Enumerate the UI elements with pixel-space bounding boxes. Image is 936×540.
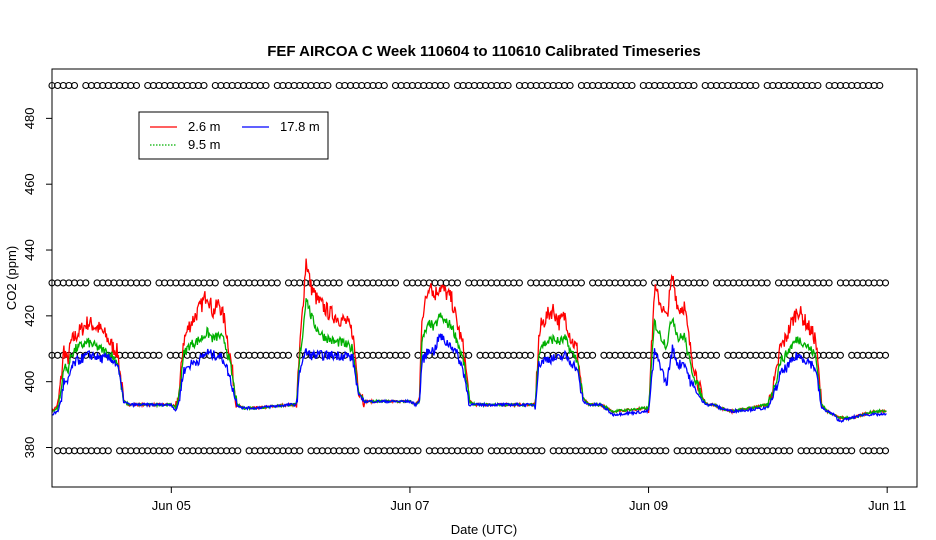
reference-marker <box>155 351 163 359</box>
legend-label-2: 9.5 m <box>188 137 221 152</box>
reference-marker <box>859 447 867 455</box>
reference-row-408 <box>48 351 890 359</box>
plot-area <box>48 81 890 455</box>
reference-marker <box>701 279 709 287</box>
reference-marker <box>566 81 574 90</box>
reference-marker <box>70 81 79 90</box>
reference-marker <box>234 447 242 455</box>
reference-marker <box>166 447 174 455</box>
x-tick-label: Jun 11 <box>868 498 906 513</box>
reference-marker <box>611 447 619 455</box>
reference-marker <box>465 351 473 359</box>
reference-marker <box>476 447 484 455</box>
x-tick-label: Jun 05 <box>152 498 191 513</box>
y-tick-label: 420 <box>22 305 37 327</box>
legend: 2.6 m 9.5 m 17.8 m <box>138 111 329 160</box>
reference-marker <box>273 279 281 287</box>
reference-marker <box>662 351 670 359</box>
reference-marker <box>848 447 856 455</box>
reference-marker <box>527 351 535 359</box>
reference-marker <box>639 279 647 287</box>
reference-marker <box>712 351 721 359</box>
reference-marker <box>876 81 884 90</box>
reference-marker <box>825 81 833 90</box>
y-tick-label: 480 <box>22 108 37 130</box>
reference-marker <box>515 279 523 287</box>
reference-marker <box>504 81 512 90</box>
reference-marker <box>211 279 219 287</box>
reference-marker <box>262 81 270 90</box>
reference-row-379 <box>54 447 890 455</box>
reference-marker <box>589 351 597 359</box>
reference-marker <box>284 351 293 359</box>
reference-marker <box>284 279 293 287</box>
reference-marker <box>465 279 473 287</box>
reference-marker <box>538 447 546 455</box>
reference-marker <box>577 279 585 287</box>
reference-marker <box>324 81 332 90</box>
reference-marker <box>690 81 698 90</box>
reference-marker <box>414 447 422 455</box>
reference-marker <box>352 447 360 455</box>
reference-marker <box>662 447 670 455</box>
y-axis-label: CO2 (ppm) <box>4 246 19 310</box>
plot-frame <box>51 68 918 488</box>
reference-marker <box>881 279 890 287</box>
reference-marker <box>144 279 152 287</box>
reference-marker <box>600 447 608 455</box>
x-axis-label: Date (UTC) <box>451 522 517 537</box>
y-tick-label: 400 <box>22 371 37 393</box>
reference-marker <box>104 447 112 455</box>
chart-title: FEF AIRCOA C Week 110604 to 110610 Calib… <box>267 43 701 60</box>
reference-marker <box>881 447 890 455</box>
y-axis: 380 400 420 440 460 480 <box>22 108 52 459</box>
series-line-2 <box>51 298 887 421</box>
y-tick-label: 460 <box>22 173 37 195</box>
reference-marker <box>735 447 743 455</box>
legend-label-3: 17.8 m <box>280 119 320 134</box>
reference-marker <box>763 279 771 287</box>
reference-row-430 <box>48 279 890 287</box>
reference-marker <box>54 447 62 455</box>
reference-marker <box>234 351 242 359</box>
legend-box <box>138 111 329 160</box>
reference-marker <box>724 447 732 455</box>
reference-marker <box>82 279 90 287</box>
reference-marker <box>881 351 890 359</box>
reference-marker <box>752 81 760 90</box>
reference-marker <box>701 81 709 90</box>
reference-marker <box>200 81 208 90</box>
reference-marker <box>144 81 152 90</box>
reference-marker <box>403 351 411 359</box>
reference-marker <box>836 351 844 359</box>
legend-label-1: 2.6 m <box>188 119 221 134</box>
reference-marker <box>380 81 388 90</box>
series-line-3 <box>51 333 887 424</box>
x-tick-label: Jun 07 <box>390 498 429 513</box>
reference-marker <box>296 447 304 455</box>
reference-marker <box>786 447 794 455</box>
reference-marker <box>453 279 462 287</box>
reference-marker <box>589 279 597 287</box>
y-tick-label: 440 <box>22 239 37 261</box>
x-axis: Jun 05 Jun 07 Jun 09 Jun 11 <box>152 487 906 513</box>
reference-marker <box>391 279 400 287</box>
reference-marker <box>335 279 343 287</box>
reference-marker <box>442 81 450 90</box>
reference-row-490 <box>48 81 884 90</box>
reference-marker <box>177 447 186 455</box>
y-tick-label: 380 <box>22 437 37 459</box>
reference-marker <box>825 279 833 287</box>
x-tick-label: Jun 09 <box>629 498 668 513</box>
reference-marker <box>132 81 141 90</box>
reference-marker <box>307 447 315 455</box>
reference-marker <box>814 81 822 90</box>
reference-marker <box>628 81 636 90</box>
